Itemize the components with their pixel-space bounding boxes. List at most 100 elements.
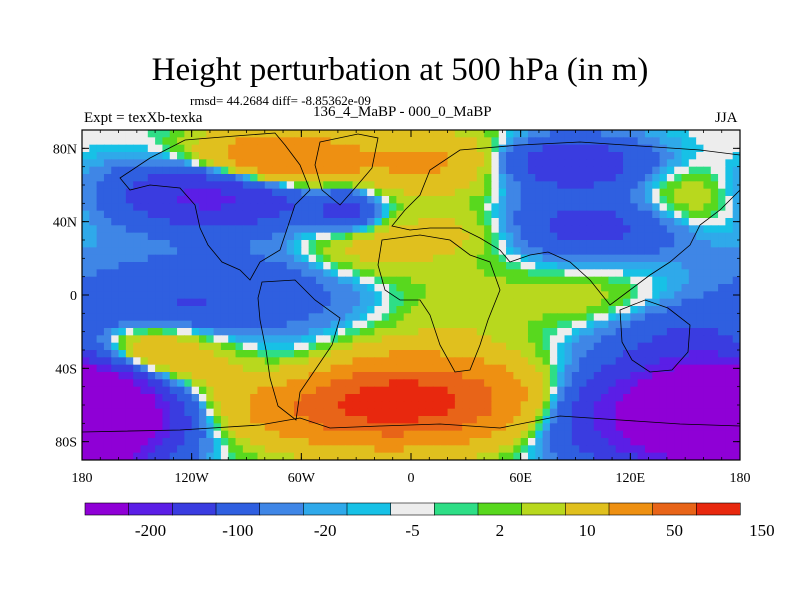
heat-cell bbox=[330, 210, 339, 219]
heat-cell bbox=[133, 298, 142, 307]
heat-cell bbox=[162, 408, 171, 417]
heat-cell bbox=[674, 188, 683, 197]
heat-cell bbox=[557, 342, 566, 351]
heat-cell bbox=[162, 452, 171, 460]
heat-cell bbox=[476, 379, 485, 388]
heat-cell bbox=[381, 320, 390, 329]
heat-cell bbox=[513, 401, 522, 410]
heat-cell bbox=[593, 144, 602, 153]
heat-cell bbox=[184, 210, 193, 219]
heat-cell bbox=[579, 408, 588, 417]
heat-cell bbox=[118, 335, 127, 344]
heat-cell bbox=[593, 262, 602, 270]
heat-cell bbox=[652, 430, 661, 439]
heat-cell bbox=[557, 291, 566, 300]
heat-cell bbox=[542, 320, 551, 329]
heat-cell bbox=[308, 276, 317, 285]
heat-cell bbox=[688, 313, 697, 322]
heat-cell bbox=[425, 152, 434, 160]
heat-cell bbox=[250, 144, 259, 153]
heat-cell bbox=[623, 401, 631, 410]
heat-cell bbox=[542, 159, 551, 168]
heat-cell bbox=[374, 232, 383, 241]
heat-cell bbox=[476, 291, 485, 300]
heat-cell bbox=[213, 328, 222, 336]
heat-cell bbox=[476, 401, 485, 410]
heat-cell bbox=[674, 203, 683, 212]
heat-cell bbox=[367, 408, 376, 417]
heat-cell bbox=[140, 386, 149, 395]
heat-cell bbox=[447, 372, 456, 380]
heat-cell bbox=[542, 350, 551, 358]
heat-cell bbox=[352, 240, 361, 248]
heat-cell bbox=[308, 152, 317, 160]
heat-cell bbox=[462, 386, 471, 395]
heat-cell bbox=[250, 445, 259, 454]
heat-cell bbox=[608, 357, 617, 366]
heat-cell bbox=[301, 137, 310, 146]
heat-cell bbox=[235, 196, 244, 204]
heat-cell bbox=[169, 306, 178, 314]
heat-cell bbox=[637, 306, 646, 314]
heat-cell bbox=[630, 225, 639, 234]
heat-cell bbox=[593, 401, 602, 410]
heat-cell bbox=[125, 364, 134, 373]
heat-cell bbox=[308, 408, 317, 417]
heat-cell bbox=[206, 438, 215, 446]
heat-cell bbox=[681, 203, 690, 212]
heat-cell bbox=[564, 276, 573, 285]
heat-cell bbox=[147, 335, 156, 344]
heat-cell bbox=[696, 218, 705, 226]
heat-cell bbox=[491, 416, 500, 424]
heat-cell bbox=[89, 320, 98, 329]
heat-cell bbox=[506, 401, 514, 410]
season-label: JJA bbox=[715, 110, 738, 126]
heat-cell bbox=[220, 269, 229, 278]
heat-cell bbox=[213, 159, 222, 168]
heat-cell bbox=[681, 430, 690, 439]
heat-cell bbox=[674, 276, 683, 285]
heat-cell bbox=[535, 188, 544, 197]
heat-cell bbox=[147, 298, 156, 307]
heat-cell bbox=[623, 430, 631, 439]
heat-cell bbox=[440, 386, 449, 395]
heat-cell bbox=[615, 386, 624, 395]
heat-cell bbox=[235, 386, 244, 395]
heat-cell bbox=[155, 401, 164, 410]
heat-cell bbox=[520, 430, 529, 439]
heat-cell bbox=[140, 445, 149, 454]
heat-cell bbox=[96, 181, 105, 190]
heat-cell bbox=[462, 379, 471, 388]
heat-cell bbox=[586, 291, 595, 300]
heat-cell bbox=[96, 445, 105, 454]
heat-cell bbox=[403, 159, 412, 168]
heat-cell bbox=[498, 379, 507, 388]
heat-cell bbox=[549, 137, 558, 146]
heat-cell bbox=[323, 401, 332, 410]
heat-cell bbox=[125, 196, 134, 204]
heat-cell bbox=[96, 394, 105, 402]
heat-cell bbox=[630, 364, 639, 373]
heat-cell bbox=[345, 188, 354, 197]
heat-cell bbox=[681, 328, 690, 336]
heat-cell bbox=[718, 166, 726, 175]
heat-cell bbox=[440, 416, 449, 424]
heat-cell bbox=[593, 269, 602, 278]
heat-cell bbox=[352, 203, 361, 212]
heat-cell bbox=[337, 130, 346, 138]
heat-cell bbox=[389, 174, 397, 182]
heat-cell bbox=[411, 423, 419, 432]
heat-cell bbox=[703, 218, 712, 226]
heat-cell bbox=[389, 188, 397, 197]
heat-cell bbox=[491, 181, 500, 190]
heat-cell bbox=[389, 137, 397, 146]
heat-cell bbox=[235, 328, 244, 336]
heat-cell bbox=[571, 247, 580, 256]
heat-cell bbox=[425, 372, 434, 380]
heat-cell bbox=[345, 438, 354, 446]
heat-cell bbox=[454, 430, 463, 439]
heat-cell bbox=[198, 210, 207, 219]
heat-cell bbox=[220, 291, 229, 300]
heat-cell bbox=[345, 262, 354, 270]
heat-cell bbox=[118, 350, 127, 358]
